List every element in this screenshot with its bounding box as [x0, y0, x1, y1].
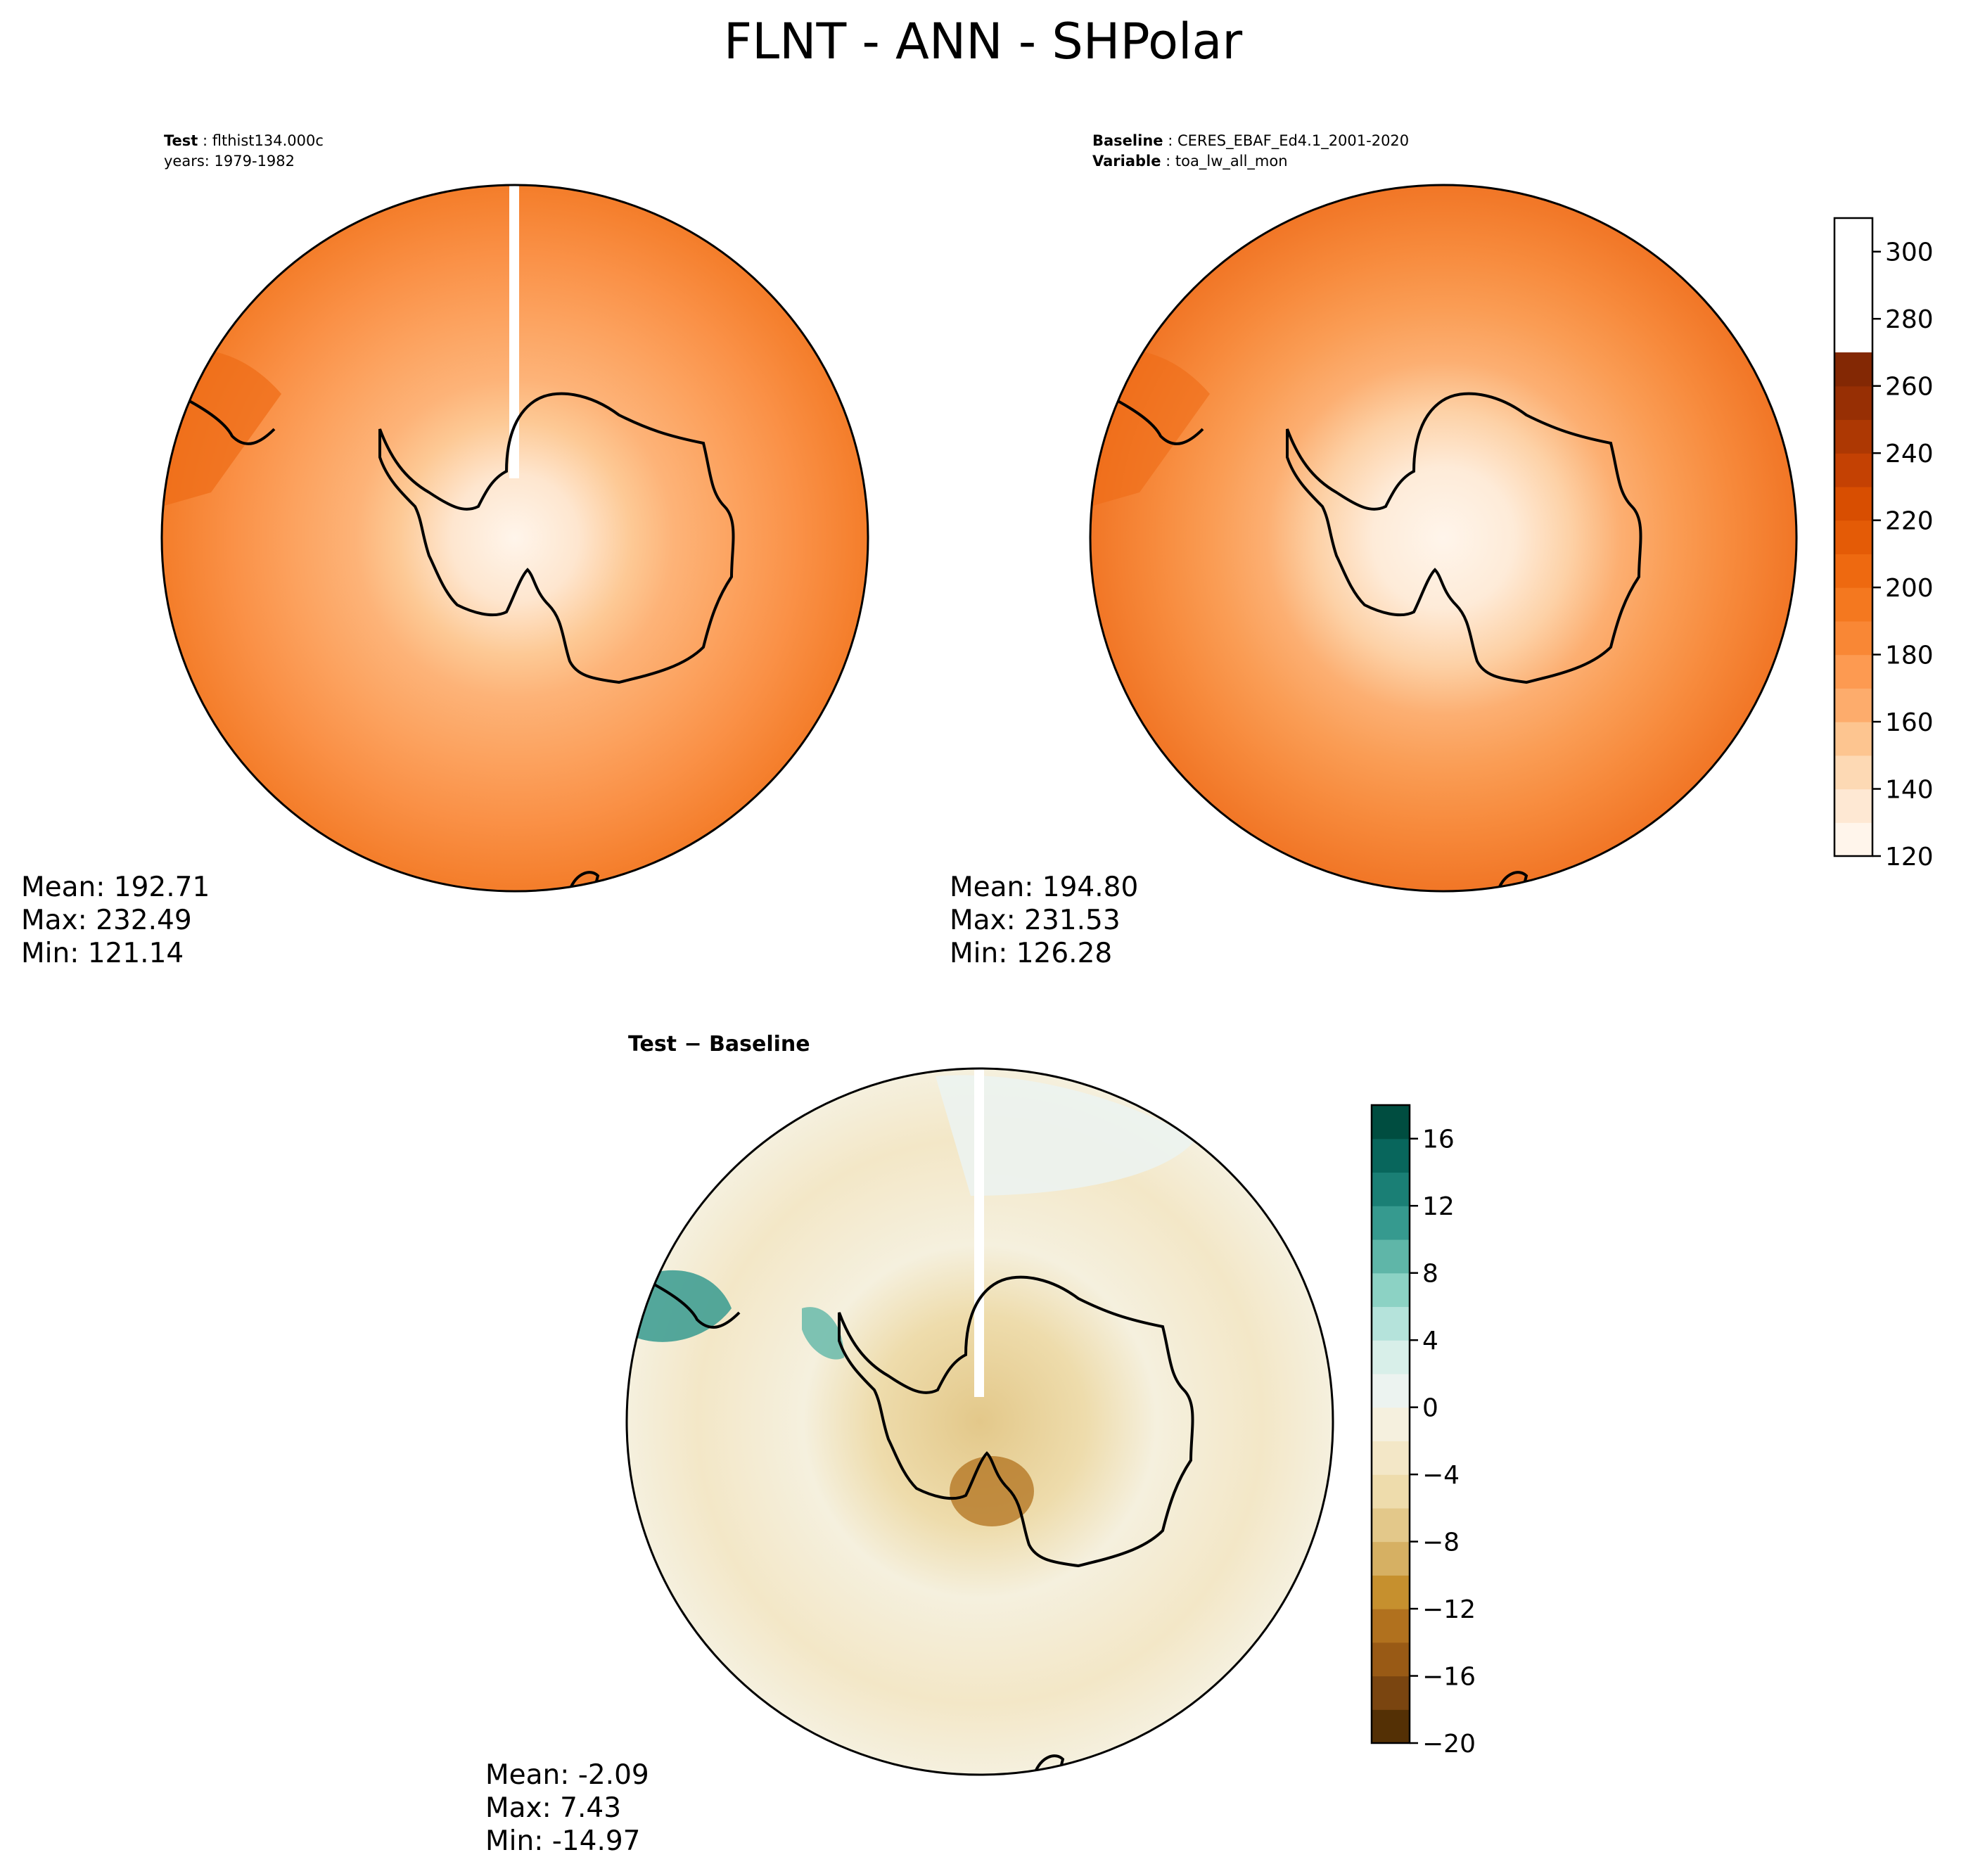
absolute-colorbar-segment: [1834, 554, 1872, 588]
absolute-colorbar-segment: [1834, 620, 1872, 656]
baseline-min: Min: 126.28: [950, 938, 1113, 969]
difference-colorbar-segment: [1372, 1575, 1410, 1609]
test-data-gap: [509, 185, 519, 478]
difference-map: [627, 1068, 1333, 1775]
difference-coastline-south-america: [640, 1276, 741, 1329]
difference-colorbar-segment: [1372, 1340, 1410, 1374]
absolute-colorbar-tick-label: 280: [1885, 305, 1934, 334]
absolute-colorbar-segment: [1834, 486, 1872, 521]
baseline-coastline-africa: [1497, 871, 1528, 891]
baseline-meta-line: Variable : toa_lw_all_mon: [1092, 153, 1288, 170]
test-map-boundary: [160, 184, 869, 893]
absolute-colorbar-tick-label: 240: [1885, 440, 1934, 468]
absolute-colorbar-tick-label: 260: [1885, 373, 1934, 402]
absolute-colorbar-segment: [1834, 654, 1872, 689]
baseline-stats: Mean: 194.80 Max: 231.53 Min: 126.28: [950, 871, 1138, 970]
difference-negative-patch: [950, 1456, 1034, 1526]
difference-colorbar-tick-label: −16: [1422, 1663, 1476, 1692]
difference-colorbar-tick-label: −8: [1422, 1529, 1460, 1557]
baseline-field: [1090, 185, 1796, 891]
test-meta-line: Test : flthist134.000c: [164, 132, 324, 149]
test-stats: Mean: 192.71 Max: 232.49 Min: 121.14: [21, 871, 210, 970]
difference-data-gap: [974, 1068, 984, 1397]
test-min: Min: 121.14: [21, 938, 184, 969]
baseline-max: Max: 231.53: [950, 905, 1121, 936]
difference-near-zero-patch: [936, 1075, 1196, 1196]
baseline-meta: Baseline : CERES_EBAF_Ed4.1_2001-2020 Va…: [1092, 131, 1409, 172]
absolute-colorbar-tick-label: 200: [1885, 574, 1934, 603]
difference-map-boundary: [625, 1067, 1334, 1776]
absolute-colorbar-segment: [1834, 520, 1872, 554]
absolute-colorbar-segment: [1834, 453, 1872, 487]
baseline-coastline-south-america: [1104, 393, 1204, 445]
absolute-colorbar-frame: [1833, 217, 1874, 857]
difference-colorbar-segment: [1372, 1441, 1410, 1475]
absolute-colorbar-tick-label: 180: [1885, 642, 1934, 670]
difference-colorbar-segment: [1372, 1507, 1410, 1543]
difference-min: Min: -14.97: [485, 1825, 641, 1857]
test-coastline-africa: [568, 871, 600, 891]
test-meta-line: years: 1979-1982: [164, 153, 295, 170]
difference-colorbar-tick-label: −12: [1422, 1595, 1476, 1624]
test-max: Max: 232.49: [21, 905, 192, 936]
absolute-colorbar: 120 140 160 180 200 220 240 260 280 300: [1833, 217, 1934, 872]
difference-colorbar-tick-label: 0: [1422, 1394, 1438, 1423]
difference-colorbar-segment: [1372, 1105, 1410, 1140]
absolute-colorbar-tick-label: 220: [1885, 507, 1934, 536]
absolute-colorbar-segment: [1834, 789, 1872, 823]
difference-max: Max: 7.43: [485, 1792, 622, 1824]
difference-colorbar-tick-label: 4: [1422, 1327, 1438, 1355]
baseline-mean: Mean: 194.80: [950, 872, 1139, 903]
test-coastline-south-america: [175, 393, 276, 445]
difference-colorbar-segment: [1372, 1474, 1410, 1509]
difference-colorbar-frame: [1370, 1104, 1411, 1744]
difference-colorbar-tick-label: 12: [1422, 1192, 1455, 1221]
absolute-colorbar-segment: [1834, 822, 1872, 857]
absolute-colorbar-segment: [1834, 385, 1872, 421]
test-mean: Mean: 192.71: [21, 872, 210, 903]
absolute-colorbar-tick-label: 140: [1885, 776, 1934, 805]
difference-colorbar-segment: [1372, 1306, 1410, 1341]
absolute-colorbar-tick-label: 120: [1885, 843, 1934, 872]
difference-colorbar: −20 −16 −12 −8 −4 0 4 8 12 16: [1370, 1104, 1476, 1759]
test-meta: Test : flthist134.000c years: 1979-1982: [164, 131, 324, 172]
difference-colorbar-tick-label: −20: [1422, 1730, 1476, 1759]
difference-stats: Mean: -2.09 Max: 7.43 Min: -14.97: [485, 1759, 649, 1858]
difference-colorbar-tick-label: −4: [1422, 1461, 1460, 1490]
absolute-colorbar-segment: [1834, 587, 1872, 622]
difference-colorbar-segment: [1372, 1172, 1410, 1206]
difference-colorbar-segment: [1372, 1272, 1410, 1308]
difference-header: Test − Baseline: [628, 1032, 810, 1057]
difference-positive-patch: [633, 1270, 732, 1342]
difference-colorbar-segment: [1372, 1138, 1410, 1173]
difference-colorbar-segment: [1372, 1373, 1410, 1408]
absolute-colorbar-segment: [1834, 419, 1872, 454]
baseline-map: [1090, 185, 1796, 891]
difference-coastline-africa: [1033, 1754, 1065, 1774]
difference-colorbar-tick-label: 8: [1422, 1260, 1438, 1289]
difference-positive-patch-2: [802, 1307, 844, 1360]
difference-colorbar-segment: [1372, 1206, 1410, 1240]
baseline-map-boundary: [1089, 184, 1798, 893]
difference-colorbar-segment: [1372, 1676, 1410, 1710]
absolute-colorbar-segment: [1834, 688, 1872, 722]
absolute-colorbar-segment: [1834, 755, 1872, 790]
absolute-colorbar-tick-label: 160: [1885, 708, 1934, 737]
difference-colorbar-segment: [1372, 1407, 1410, 1441]
difference-colorbar-segment: [1372, 1239, 1410, 1274]
difference-colorbar-segment: [1372, 1709, 1410, 1744]
absolute-colorbar-segment: [1834, 722, 1872, 756]
test-map: [162, 185, 868, 891]
figure-title: FLNT - ANN - SHPolar: [723, 13, 1243, 70]
difference-mean: Mean: -2.09: [485, 1759, 649, 1791]
difference-colorbar-segment: [1372, 1541, 1410, 1576]
baseline-meta-line: Baseline : CERES_EBAF_Ed4.1_2001-2020: [1092, 132, 1410, 149]
difference-colorbar-segment: [1372, 1642, 1410, 1677]
difference-colorbar-segment: [1372, 1609, 1410, 1643]
absolute-colorbar-tick-label: 300: [1885, 238, 1934, 267]
absolute-colorbar-segment: [1834, 352, 1872, 387]
difference-colorbar-tick-label: 16: [1422, 1125, 1455, 1154]
